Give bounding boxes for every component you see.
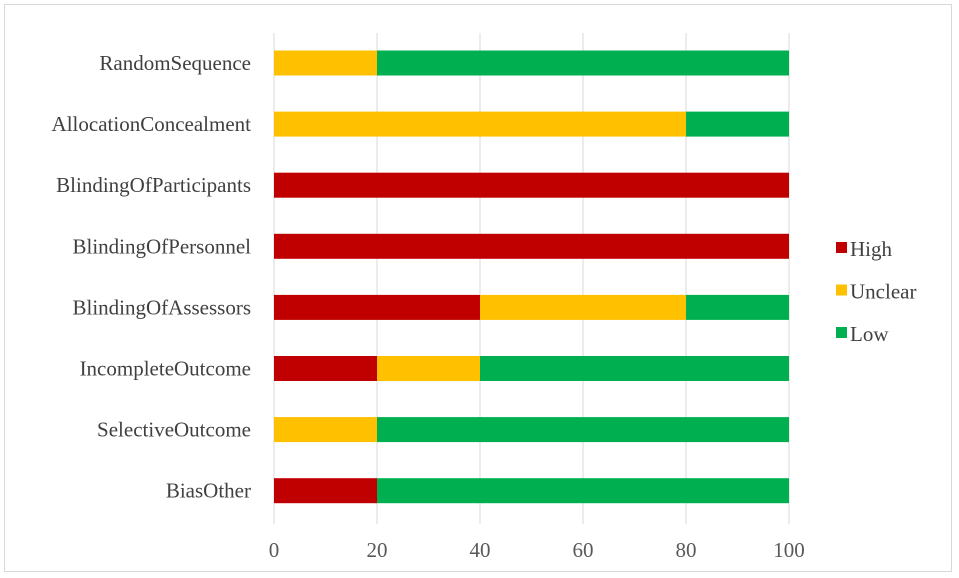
bar-series	[274, 50, 789, 504]
legend-swatch-low	[836, 327, 847, 338]
chart-frame	[4, 4, 952, 572]
category-label: RandomSequence	[99, 51, 251, 75]
x-tick-label: 80	[676, 538, 697, 562]
bar-unclear	[377, 356, 480, 381]
category-label: IncompleteOutcome	[80, 357, 251, 381]
bar-unclear	[274, 111, 686, 137]
gridlines	[273, 33, 790, 524]
bar-low	[377, 417, 789, 443]
legend: High Unclear Low	[836, 237, 916, 346]
legend-swatch-unclear	[836, 284, 847, 296]
category-labels: RandomSequence AllocationConcealment Blind…	[52, 51, 252, 503]
legend-label-high: High	[850, 237, 893, 261]
bar-low	[480, 356, 789, 381]
category-label: AllocationConcealment	[52, 112, 252, 136]
x-tick-labels: 0 20 40 60 80 100	[269, 538, 805, 562]
x-tick-label: 40	[470, 538, 491, 562]
bar-high	[274, 478, 377, 504]
bar-unclear	[274, 50, 377, 76]
bar-unclear	[274, 417, 377, 443]
x-tick-label: 20	[367, 538, 388, 562]
bar-high	[274, 294, 480, 320]
bar-high	[274, 172, 789, 198]
category-label: BlindingOfParticipants	[56, 173, 251, 197]
category-label: SelectiveOutcome	[97, 418, 251, 442]
bar-low	[686, 294, 789, 320]
category-label: BiasOther	[166, 479, 251, 503]
category-label: BlindingOfPersonnel	[73, 234, 252, 258]
bar-low	[377, 50, 789, 76]
legend-label-low: Low	[850, 322, 889, 346]
x-tick-label: 0	[269, 538, 280, 562]
bar-high	[274, 356, 377, 381]
legend-swatch-high	[836, 242, 847, 253]
bar-unclear	[480, 294, 686, 320]
bar-low	[377, 478, 789, 504]
bar-high	[274, 233, 789, 259]
x-tick-label: 60	[573, 538, 594, 562]
x-tick-label: 100	[773, 538, 805, 562]
category-label: BlindingOfAssessors	[72, 295, 251, 319]
bar-low	[686, 111, 789, 137]
legend-label-unclear: Unclear	[850, 280, 916, 304]
